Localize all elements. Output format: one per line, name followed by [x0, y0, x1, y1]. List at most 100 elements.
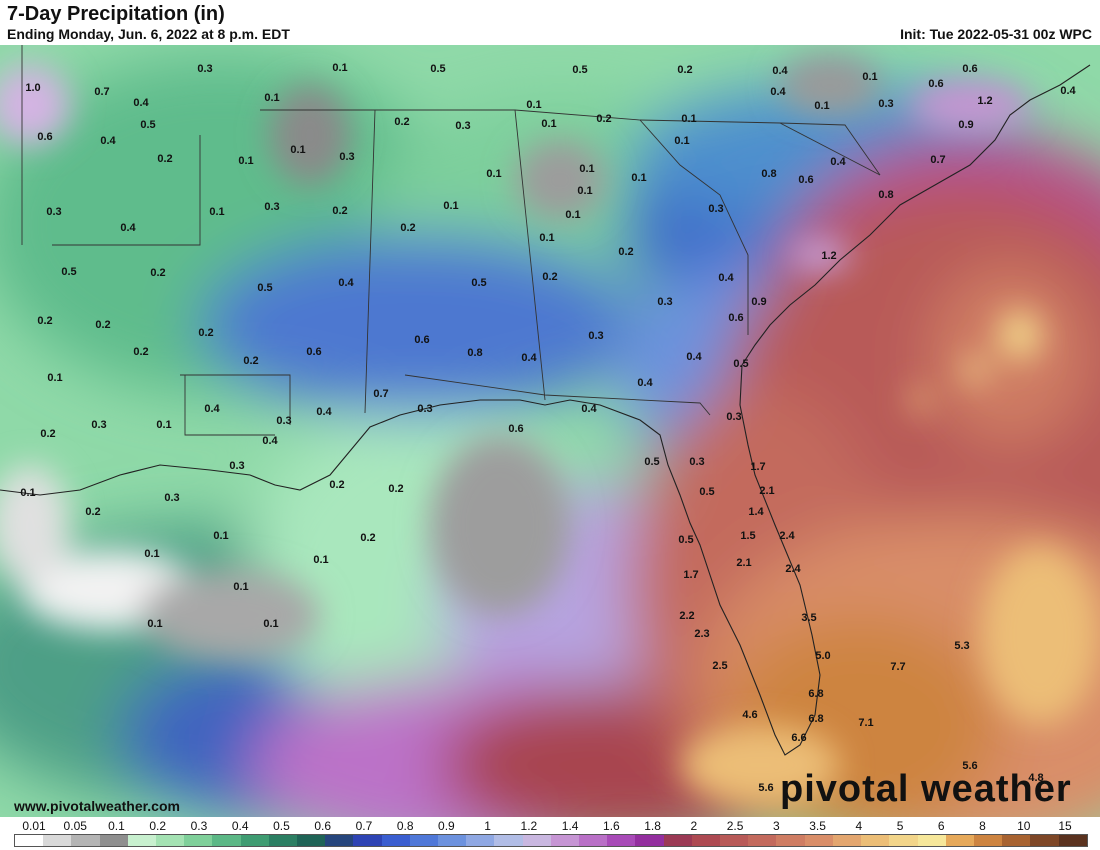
- legend-tick-label: 2: [690, 819, 698, 833]
- precip-value-label: 2.1: [736, 557, 751, 569]
- precip-value-label: 0.4: [120, 222, 136, 234]
- precip-value-label: 0.4: [770, 86, 786, 98]
- precip-value-label: 1.7: [750, 461, 765, 473]
- legend-swatch: [466, 835, 495, 846]
- precip-value-label: 0.1: [681, 113, 696, 125]
- legend-swatch: [776, 835, 805, 846]
- precip-value-label: 0.4: [204, 403, 220, 415]
- legend-tick-label: 0.6: [314, 819, 332, 833]
- precip-value-label: 0.1: [526, 99, 541, 111]
- precip-value-label: 2.1: [759, 485, 774, 497]
- precip-value-label: 0.3: [164, 492, 179, 504]
- legend-swatch: [99, 835, 128, 846]
- precip-value-label: 0.6: [414, 334, 429, 346]
- coastline-outlines: [0, 64, 1091, 756]
- precip-value-label: 2.4: [785, 563, 801, 575]
- legend-swatch: [579, 835, 608, 846]
- precip-value-label: 0.3: [708, 203, 723, 215]
- precip-value-label: 0.7: [373, 388, 388, 400]
- precip-value-label: 0.1: [263, 618, 278, 630]
- precip-value-label: 0.4: [338, 277, 354, 289]
- precip-value-label: 0.2: [40, 428, 55, 440]
- legend-swatch: [945, 835, 974, 846]
- legend-swatch: [691, 835, 721, 846]
- precip-value-label: 0.1: [541, 118, 556, 130]
- map-subtitle: Ending Monday, Jun. 6, 2022 at 8 p.m. ED…: [7, 26, 290, 42]
- legend-tick-label: 0.2: [149, 819, 167, 833]
- precip-value-label: 7.1: [858, 717, 873, 729]
- legend-swatch: [43, 835, 72, 846]
- precip-value-label: 0.3: [197, 63, 212, 75]
- precip-value-label: 0.5: [140, 119, 155, 131]
- precip-value-label: 1.7: [683, 569, 698, 581]
- precip-value-label: 0.3: [229, 460, 244, 472]
- precip-value-label: 0.5: [257, 282, 272, 294]
- precip-value-label: 2.3: [694, 628, 709, 640]
- precip-value-label: 0.5: [61, 266, 76, 278]
- precip-value-label: 0.3: [46, 206, 61, 218]
- precip-value-label: 0.2: [677, 64, 692, 76]
- legend-tick-label: 0.05: [63, 819, 87, 833]
- legend-swatch: [71, 835, 100, 846]
- precip-value-label: 0.1: [156, 419, 171, 431]
- legend-swatch: [635, 835, 664, 846]
- precip-value-label: 1.2: [977, 95, 992, 107]
- precip-value-label: 0.1: [290, 144, 305, 156]
- legend-swatch: [1058, 835, 1087, 846]
- init-time: Init: Tue 2022-05-31 00z WPC: [900, 26, 1092, 42]
- legend-tick-label: 0.4: [231, 819, 249, 833]
- legend-tick-labels: 0.01 0.05 0.1 0.2 0.3 0.4 0.5 0.6 0.7 0.8 0.9 1 1.2 1…: [0, 817, 1100, 834]
- legend-tick-label: 5: [896, 819, 904, 833]
- legend-swatch: [409, 835, 439, 846]
- precip-value-label: 0.8: [761, 168, 776, 180]
- legend-swatch: [1002, 835, 1031, 846]
- precip-value-label: 0.5: [644, 456, 659, 468]
- precip-value-label: 0.5: [471, 277, 486, 289]
- precip-value-label: 0.2: [394, 116, 409, 128]
- precip-value-label: 5.6: [962, 760, 977, 772]
- precip-value-label: 0.4: [581, 403, 597, 415]
- legend-tick-label: 0.7: [355, 819, 373, 833]
- precip-value-label: 0.6: [728, 312, 743, 324]
- legend-swatch: [607, 835, 636, 846]
- precip-value-label: 0.2: [596, 113, 611, 125]
- legend-swatch: [748, 835, 777, 846]
- precip-value-label: 0.6: [306, 346, 321, 358]
- precip-value-label: 2.2: [679, 610, 694, 622]
- legend-tick-label: 0.9: [438, 819, 455, 833]
- precip-value-label: 0.4: [686, 351, 702, 363]
- legend-tick-label: 10: [1017, 819, 1031, 833]
- precip-value-label: 5.6: [758, 782, 773, 794]
- precip-value-label: 0.6: [798, 174, 813, 186]
- precip-value-label: 0.1: [20, 487, 35, 499]
- legend-tick-label: 4: [855, 819, 863, 833]
- legend-tick-label: 1.4: [561, 819, 579, 833]
- legend-tick-label: 15: [1058, 819, 1072, 833]
- precip-value-label: 0.3: [339, 151, 354, 163]
- legend-swatch: [127, 835, 157, 846]
- precip-value-label: 0.5: [733, 358, 748, 370]
- precip-value-label: 0.3: [657, 296, 672, 308]
- precip-value-label: 0.1: [147, 618, 162, 630]
- legend-swatch: [522, 835, 551, 846]
- legend-swatch: [663, 835, 692, 846]
- precip-value-label: 0.2: [360, 532, 375, 544]
- state-borders: [21, 45, 881, 436]
- precip-value-label: 1.2: [821, 250, 836, 262]
- legend-tick-label: 0.5: [273, 819, 290, 833]
- precip-value-label: 0.2: [37, 315, 52, 327]
- legend-tick-label: 0.8: [396, 819, 414, 833]
- precip-value-label: 0.3: [91, 419, 106, 431]
- legend-swatch: [240, 835, 269, 846]
- legend-tick-label: 2.5: [726, 819, 744, 833]
- precip-value-label: 0.1: [577, 185, 592, 197]
- legend-swatch: [438, 835, 467, 846]
- precip-value-label: 0.6: [37, 131, 52, 143]
- precip-value-label: 2.5: [712, 660, 727, 672]
- precip-value-label: 6.8: [808, 713, 823, 725]
- legend-tick-label: 1: [484, 819, 491, 833]
- precip-value-label: 0.2: [332, 205, 347, 217]
- legend-swatch: [212, 835, 241, 846]
- precip-value-label: 0.2: [157, 153, 172, 165]
- precip-value-label: 0.3: [689, 456, 704, 468]
